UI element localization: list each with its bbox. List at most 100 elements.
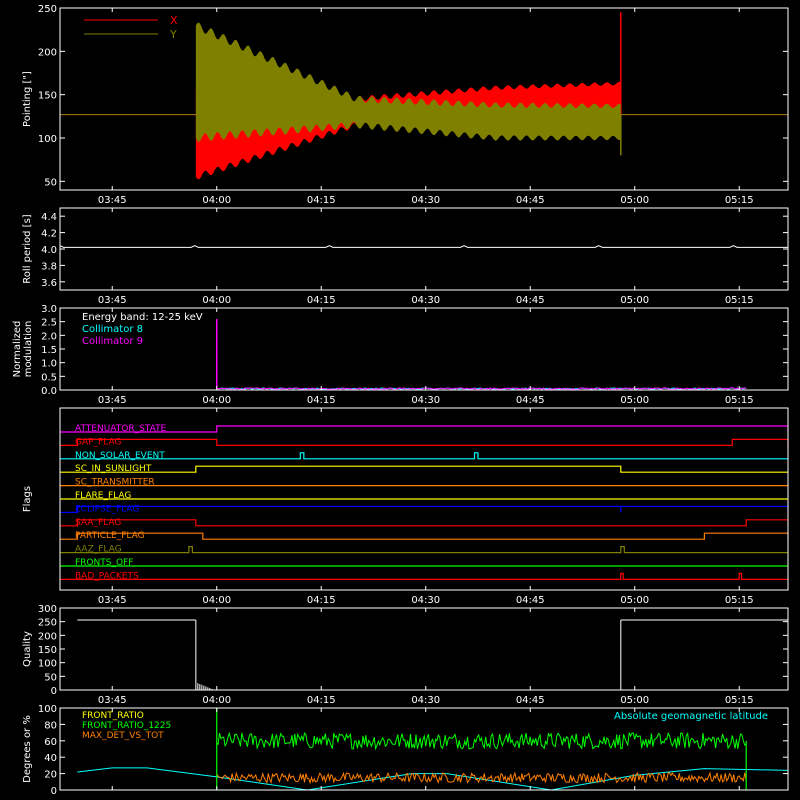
x-tick-label-roll_period-0: 03:45	[98, 295, 127, 306]
x-tick-label-modulation-3: 04:30	[411, 395, 440, 406]
x-tick-label-flags-2: 04:15	[307, 595, 336, 606]
y-axis-label-pointing: Pointing ["]	[22, 71, 33, 127]
y-tick-label-roll_period-2: 4.0	[41, 245, 57, 256]
x-tick-label-pointing-5: 05:00	[620, 195, 649, 206]
y-tick-label-pointing-3: 200	[38, 47, 57, 58]
legend-label-Collimator-9: Collimator 9	[82, 336, 143, 347]
y-tick-label-pointing-0: 50	[44, 177, 57, 188]
x-tick-label-flags-3: 04:30	[411, 595, 440, 606]
x-tick-label-quality-0: 03:45	[98, 695, 127, 706]
x-tick-label-pointing-1: 04:00	[202, 195, 231, 206]
data-layer-quality	[77, 619, 788, 690]
x-tick-label-modulation-5: 05:00	[620, 395, 649, 406]
panel-quality: 03:45 04:00 04:15 04:30 04:45 05:00 05:15 0 50 10…	[22, 604, 789, 706]
y-tick-label-roll_period-3: 4.2	[41, 229, 57, 240]
y-tick-label-quality-1: 50	[44, 672, 57, 683]
flag-line-gap_flag	[60, 438, 788, 446]
y-tick-label-modulation-6: 3.0	[41, 304, 57, 315]
y-tick-label-roll_period-4: 4.4	[41, 212, 57, 223]
flag-label-fronts_off: FRONTS_OFF	[75, 558, 133, 568]
series-front_ratio_1225	[216, 731, 747, 751]
x-tick-label-roll_period-1: 04:00	[202, 295, 231, 306]
flag-label-saa_flag: SAA_FLAG	[75, 518, 121, 528]
flag-label-non_solar_event: NON_SOLAR_EVENT	[75, 451, 165, 461]
y-axis-label-quality: Quality	[22, 631, 33, 667]
x-tick-label-pointing-3: 04:30	[411, 195, 440, 206]
modulation-annotation: Energy band: 12-25 keV	[82, 312, 203, 323]
x-tick-label-quality-3: 04:30	[411, 695, 440, 706]
y-tick-label-quality-4: 200	[38, 631, 57, 642]
x-tick-label-quality-5: 05:00	[620, 695, 649, 706]
frame-ratios	[59, 707, 789, 791]
x-tick-label-modulation-1: 04:00	[202, 395, 231, 406]
x-tick-label-modulation-4: 04:45	[516, 395, 545, 406]
y-tick-label-modulation-5: 2.5	[41, 318, 57, 329]
y-axis-label-roll_period: Roll period [s]	[22, 214, 33, 283]
data-layer-flags	[60, 425, 788, 580]
x-tick-label-roll_period-2: 04:15	[307, 295, 336, 306]
series-Y-band	[195, 22, 621, 142]
flag-line-sc_in_sunlight	[60, 465, 788, 473]
series-max_det_vs_tot	[216, 771, 747, 785]
x-tick-label-quality-6: 05:15	[725, 695, 754, 706]
legend-label-front_ratio_1225: FRONT_RATIO_1225	[82, 721, 171, 731]
data-layer-roll_period	[60, 245, 788, 248]
y-tick-label-pointing-1: 100	[38, 134, 57, 145]
y-axis-label-modulation-0: Normalized	[12, 321, 23, 378]
y-tick-label-quality-6: 300	[38, 604, 57, 615]
flag-line-aaz_flag	[60, 546, 788, 554]
y-tick-label-modulation-3: 1.5	[41, 345, 57, 356]
flag-line-non_solar_event	[60, 452, 788, 460]
y-tick-label-ratios-0: 0	[51, 786, 57, 797]
x-tick-label-flags-5: 05:00	[620, 595, 649, 606]
x-tick-label-roll_period-5: 05:00	[620, 295, 649, 306]
flag-label-bad_packets: BAD_PACKETS	[75, 571, 139, 581]
flag-label-gap_flag: GAP_FLAG	[75, 437, 121, 447]
roll-period-line	[60, 245, 788, 248]
y-axis-label-flags: Flags	[22, 486, 33, 512]
y-tick-label-ratios-4: 80	[44, 720, 57, 731]
data-layer-pointing	[60, 12, 788, 180]
y-tick-label-ratios-1: 20	[44, 770, 57, 781]
y-tick-label-ratios-3: 60	[44, 737, 57, 748]
x-tick-label-quality-1: 04:00	[202, 695, 231, 706]
flag-line-saa_flag	[60, 519, 788, 527]
frame-pointing	[59, 7, 789, 191]
x-tick-label-pointing-0: 03:45	[98, 195, 127, 206]
y-tick-label-modulation-2: 1.0	[41, 359, 57, 370]
legend-label-front_ratio: FRONT_RATIO	[82, 711, 144, 721]
x-tick-label-pointing-2: 04:15	[307, 195, 336, 206]
x-tick-label-modulation-2: 04:15	[307, 395, 336, 406]
y-tick-label-ratios-5: 100	[38, 704, 57, 715]
x-tick-label-roll_period-6: 05:15	[725, 295, 754, 306]
x-tick-label-pointing-4: 04:45	[516, 195, 545, 206]
flag-line-attenuator_state	[60, 425, 788, 433]
x-tick-label-flags-6: 05:15	[725, 595, 754, 606]
panel-ratios: 0 20 40 60 80 100 Degrees or % FRONT_RATIOFRONT…	[22, 704, 789, 797]
y-tick-label-modulation-0: 0.0	[41, 386, 57, 397]
x-tick-label-quality-4: 04:45	[516, 695, 545, 706]
flag-label-eclipse_flag: ECLIPSE_FLAG	[75, 504, 139, 514]
flag-line-particle_flag	[60, 532, 788, 540]
legend-label-Y: Y	[169, 28, 177, 41]
y-tick-label-pointing-2: 150	[38, 91, 57, 102]
y-axis-label-modulation-1: modulation	[23, 321, 34, 378]
y-tick-label-modulation-4: 2.0	[41, 331, 57, 342]
flag-label-attenuator_state: ATTENUATOR_STATE	[75, 424, 167, 434]
x-tick-label-roll_period-4: 04:45	[516, 295, 545, 306]
data-layer-modulation	[215, 318, 747, 390]
flag-line-bad_packets	[60, 572, 788, 580]
y-tick-label-modulation-1: 0.5	[41, 372, 57, 383]
flag-label-sc_transmitter: SC_TRANSMITTER	[75, 478, 155, 488]
x-tick-label-roll_period-3: 04:30	[411, 295, 440, 306]
frame-flags	[59, 407, 789, 591]
legend-label-Collimator-8: Collimator 8	[82, 324, 143, 335]
y-tick-label-quality-2: 100	[38, 659, 57, 670]
y-tick-label-quality-0: 0	[51, 686, 57, 697]
y-tick-label-quality-3: 150	[38, 645, 57, 656]
flag-line-eclipse_flag	[60, 505, 788, 513]
x-tick-label-quality-2: 04:15	[307, 695, 336, 706]
series-Collimator-9	[216, 387, 747, 390]
